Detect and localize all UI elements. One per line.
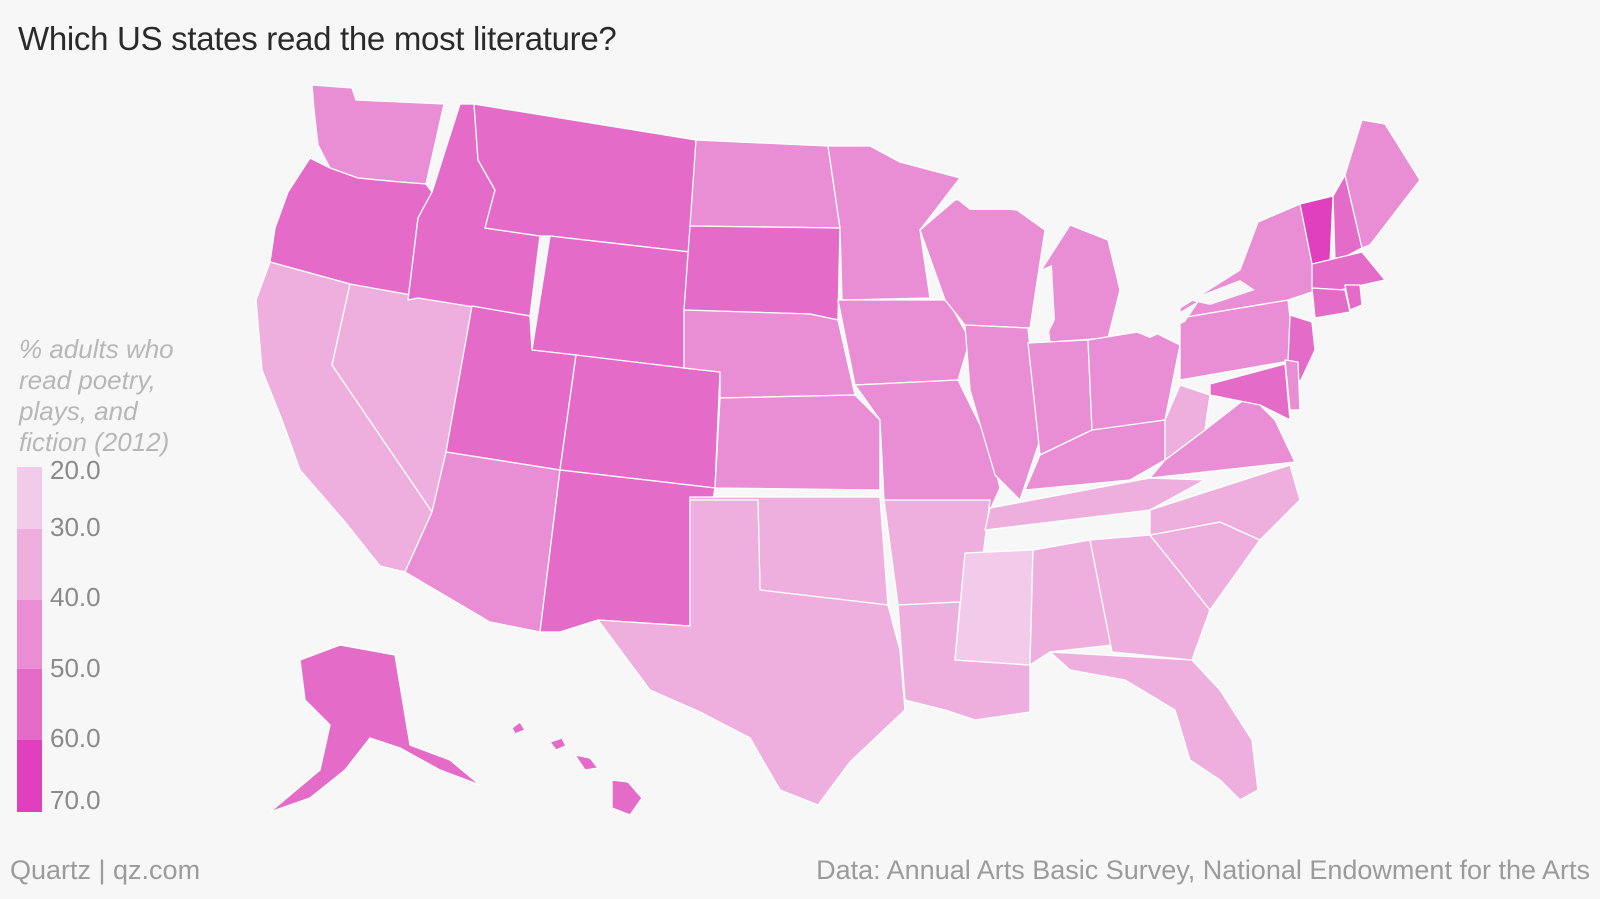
state-co [559, 354, 721, 489]
legend-swatch [17, 529, 42, 600]
state-me [1344, 119, 1421, 249]
great-lake [1188, 280, 1255, 305]
state-de [1284, 359, 1301, 411]
legend-tick-label: 70.0 [50, 785, 101, 815]
state-ga [1089, 534, 1211, 661]
legend-color-scale [17, 467, 42, 827]
state-oh [1087, 329, 1181, 431]
legend-tick-label: 30.0 [50, 512, 101, 542]
state-ms [954, 549, 1034, 666]
state-ak [269, 644, 481, 813]
state-wy [531, 235, 691, 369]
state-al [1029, 539, 1113, 666]
great-lake [1038, 265, 1055, 340]
state-md [1209, 363, 1291, 421]
great-lake [955, 190, 1080, 215]
state-nm [539, 469, 716, 633]
state-ia [837, 299, 971, 386]
state-il [964, 324, 1041, 501]
state-tx [597, 499, 906, 806]
state-nd [689, 139, 841, 229]
legend-tick-label: 60.0 [50, 723, 101, 753]
state-tn [984, 477, 1206, 531]
state-ks [714, 394, 881, 491]
legend-title: % adults who read poetry, plays, and fic… [19, 334, 174, 457]
state-ri [1344, 284, 1363, 311]
great-lake [1130, 300, 1200, 338]
state-mt [473, 103, 697, 253]
legend-tick-label: 20.0 [50, 455, 101, 485]
legend-swatch [17, 669, 42, 740]
legend-swatch [17, 467, 42, 529]
legend-swatch [17, 600, 42, 669]
state-wv [1164, 384, 1211, 461]
chart-title: Which US states read the most literature… [18, 20, 617, 57]
state-mo [854, 379, 1001, 511]
footer-credit: Quartz | qz.com [10, 855, 201, 885]
legend-tick-label: 50.0 [50, 653, 101, 683]
state-nc [1149, 464, 1301, 541]
state-hi [511, 721, 643, 816]
state-sd [683, 225, 841, 321]
legend-tick-label: 40.0 [50, 582, 101, 612]
state-ct [1311, 287, 1351, 319]
state-fl [1049, 651, 1259, 801]
state-ma [1311, 251, 1386, 291]
legend-swatch [17, 740, 42, 812]
footer-source: Data: Annual Arts Basic Survey, National… [816, 855, 1590, 885]
